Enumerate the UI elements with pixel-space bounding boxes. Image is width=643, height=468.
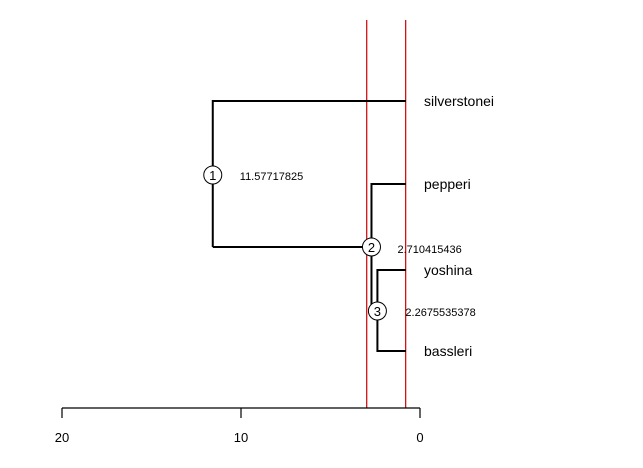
branch-silverstonei bbox=[211, 100, 406, 247]
node-3: 3 2.2675535378 bbox=[367, 301, 476, 321]
axis-tick-label-20: 20 bbox=[55, 430, 69, 445]
branch-bassleri bbox=[376, 311, 406, 352]
tip-label-bassleri: bassleri bbox=[424, 343, 472, 359]
tip-label-yoshina: yoshina bbox=[424, 262, 472, 278]
branch-yoshina bbox=[376, 269, 406, 311]
branch-pepperi bbox=[370, 183, 406, 247]
node-2-number: 2 bbox=[368, 240, 375, 255]
node-2-age-value: 2.710415436 bbox=[397, 244, 461, 256]
tip-label-pepperi: pepperi bbox=[424, 176, 471, 192]
node-3-age-value: 2.2675535378 bbox=[405, 307, 475, 319]
node-1-age-value: 11.57717825 bbox=[240, 171, 303, 183]
time-axis: 20 10 0 bbox=[55, 407, 424, 445]
time-axis-ticks: 20 10 0 bbox=[55, 408, 424, 445]
node-2-circle bbox=[361, 237, 381, 257]
axis-tick-label-0: 0 bbox=[416, 430, 423, 445]
node-3-circle bbox=[367, 301, 387, 321]
node-1: 1 11.57717825 bbox=[203, 165, 303, 185]
tip-label-silverstonei: silverstonei bbox=[424, 93, 494, 109]
axis-tick-label-10: 10 bbox=[234, 430, 248, 445]
node-3-number: 3 bbox=[374, 304, 381, 319]
node-1-number: 1 bbox=[209, 168, 216, 183]
node-1-circle bbox=[203, 165, 223, 185]
node-2: 2 2.710415436 bbox=[361, 237, 462, 257]
